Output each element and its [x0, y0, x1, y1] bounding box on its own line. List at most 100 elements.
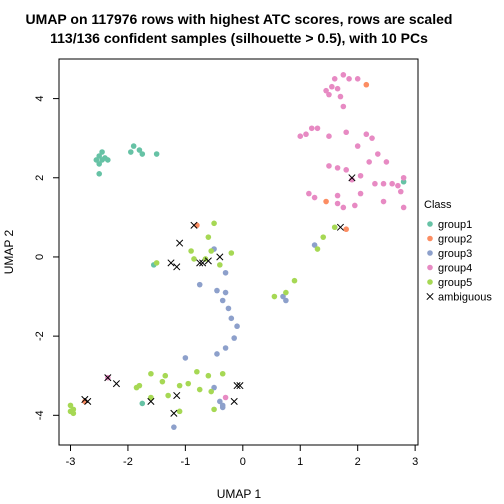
point-group4: [380, 180, 387, 187]
point-group4: [343, 167, 350, 173]
point-group5: [314, 246, 321, 252]
point-group4: [400, 204, 407, 211]
point-group4: [334, 85, 341, 92]
point-group5: [196, 386, 203, 393]
point-group4: [222, 394, 229, 401]
x-tick-label: 3: [412, 456, 418, 468]
x-axis: -3 -2 -1 0 1 2 3: [66, 445, 418, 468]
point-group4: [383, 159, 390, 165]
point-group5: [208, 248, 215, 254]
point-group1: [96, 171, 103, 177]
point-group4: [297, 133, 304, 139]
chart-title-line2: 113/136 confident samples (silhouette > …: [50, 30, 428, 46]
point-group4: [354, 143, 361, 149]
point-ambiguous: [204, 257, 212, 265]
point-group1: [130, 143, 137, 149]
x-tick-label: 1: [297, 456, 303, 468]
point-group3: [234, 323, 240, 330]
point-group5: [219, 370, 226, 377]
point-ambiguous: [230, 397, 238, 406]
point-group3: [222, 289, 229, 296]
point-group4: [311, 194, 318, 201]
point-ambiguous: [348, 174, 356, 182]
point-group5: [188, 248, 194, 254]
point-group2: [194, 222, 200, 229]
point-group5: [194, 368, 200, 375]
point-group4: [334, 200, 341, 207]
point-group3: [182, 355, 189, 361]
point-group5: [205, 234, 212, 240]
point-group4: [340, 103, 347, 110]
point-group5: [185, 380, 192, 387]
point-group4: [308, 125, 315, 132]
y-tick-label: 0: [34, 254, 46, 260]
point-group5: [159, 378, 166, 385]
point-group1: [139, 151, 146, 157]
point-group5: [191, 256, 197, 262]
point-group5: [165, 392, 171, 399]
point-group1: [96, 161, 103, 167]
point-group3: [222, 345, 229, 351]
y-tick-label: 2: [34, 175, 46, 181]
point-group4: [326, 91, 332, 98]
point-ambiguous: [236, 382, 244, 390]
point-group4: [374, 151, 381, 157]
plot-frame: [58, 58, 419, 446]
y-tick-label: -2: [34, 331, 46, 341]
point-group5: [291, 277, 298, 284]
data-points: [67, 72, 407, 430]
point-group5: [208, 388, 215, 395]
point-group5: [205, 372, 212, 379]
point-group2: [363, 81, 370, 88]
legend-label-group5: group5: [438, 277, 472, 289]
point-group4: [334, 165, 341, 171]
point-ambiguous: [173, 263, 181, 271]
point-ambiguous: [233, 382, 241, 390]
point-ambiguous: [199, 259, 207, 267]
point-group4: [337, 93, 344, 100]
point-group4: [343, 129, 350, 136]
point-group3: [311, 242, 318, 248]
point-group4: [349, 176, 355, 183]
point-group4: [400, 174, 407, 181]
point-group5: [148, 370, 154, 377]
legend-title: Class: [424, 199, 452, 211]
point-group3: [228, 315, 235, 322]
x-tick-label: -2: [123, 456, 133, 468]
point-group1: [136, 147, 143, 153]
legend-marker-group1: [427, 221, 433, 227]
point-ambiguous: [147, 397, 155, 406]
point-group1: [400, 178, 407, 185]
point-group4: [380, 198, 387, 205]
point-group2: [343, 226, 350, 233]
point-ambiguous: [216, 253, 224, 261]
point-group3: [171, 424, 177, 430]
point-group4: [306, 190, 312, 197]
point-group1: [105, 157, 111, 163]
point-group3: [225, 305, 232, 312]
legend-marker-ambiguous: [426, 292, 434, 301]
point-group3: [217, 398, 223, 405]
point-group4: [363, 131, 370, 138]
point-ambiguous: [170, 409, 178, 417]
point-group4: [340, 72, 347, 78]
point-group3: [231, 335, 237, 341]
point-group4: [369, 135, 375, 141]
point-group3: [219, 402, 226, 409]
legend-marker-group5: [427, 279, 433, 285]
point-group4: [323, 87, 329, 94]
point-group1: [99, 157, 105, 163]
point-group5: [202, 256, 209, 262]
point-group3: [214, 287, 220, 294]
legend-label-group4: group4: [438, 263, 472, 275]
point-group2: [323, 198, 329, 205]
legend: Class group1 group2 group3 group4 group5 ambi…: [424, 199, 492, 304]
point-group5: [136, 382, 143, 389]
x-tick-label: 2: [355, 456, 361, 468]
point-group4: [331, 75, 338, 82]
point-group5: [70, 406, 77, 413]
point-group3: [222, 269, 229, 276]
point-group3: [211, 384, 217, 391]
point-group1: [99, 149, 105, 155]
point-group5: [271, 293, 278, 300]
